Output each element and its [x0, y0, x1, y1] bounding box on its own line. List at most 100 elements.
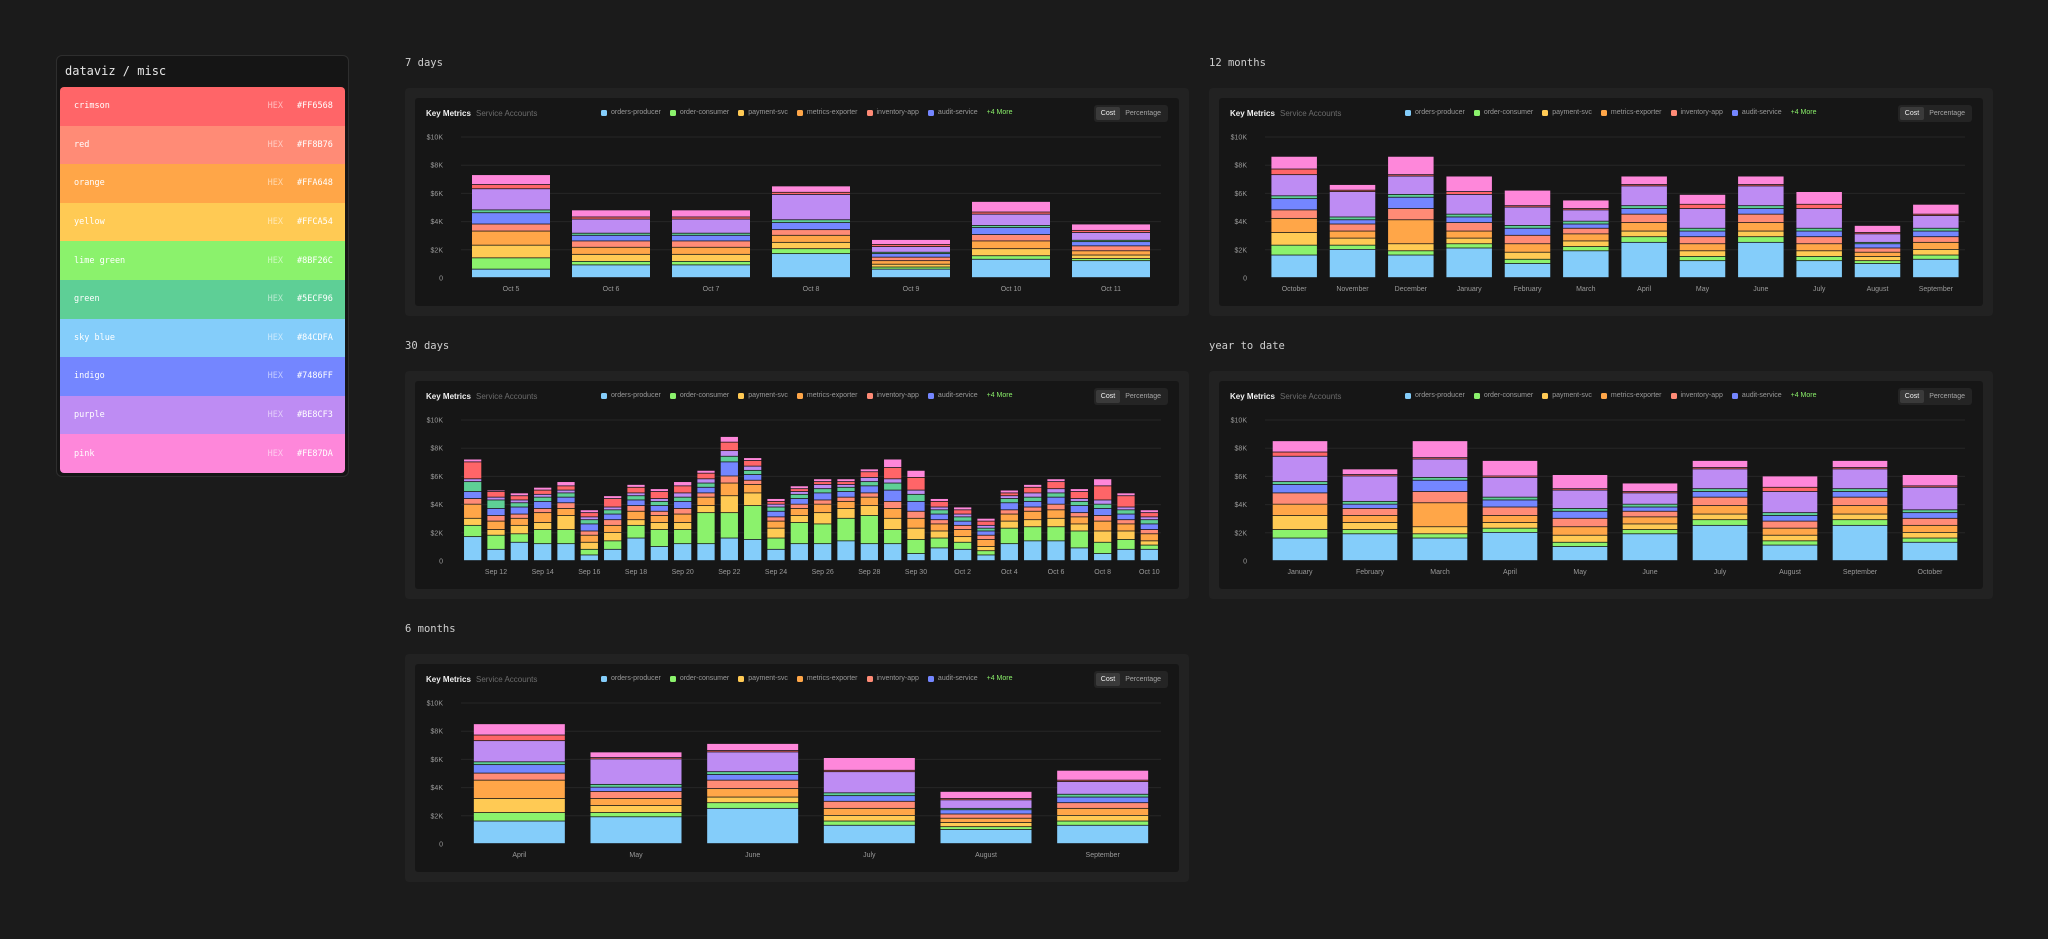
toggle-percentage-button[interactable]: Percentage [1125, 676, 1161, 683]
bar-segment [814, 504, 832, 513]
bar-segment [940, 791, 1032, 799]
legend-more-link[interactable]: +4 More [986, 109, 1013, 116]
bar-segment [1117, 520, 1135, 524]
bar-segment [823, 821, 915, 825]
toggle-percentage-button[interactable]: Percentage [1125, 393, 1161, 400]
legend-swatch [1670, 392, 1677, 399]
bar-segment [860, 497, 878, 506]
bar-segment [464, 498, 482, 504]
swatch-hex-label: HEX [267, 178, 283, 189]
bar-segment [1622, 493, 1678, 504]
legend-label: audit-service [937, 392, 978, 399]
legend-more-link[interactable]: +4 More [986, 392, 1013, 399]
bar-segment [872, 269, 950, 278]
x-tick-label: Oct 9 [903, 286, 920, 293]
bar-segment [487, 535, 505, 549]
bar-segment [837, 482, 855, 485]
bar-segment [487, 529, 505, 535]
bar-segment [744, 539, 762, 561]
toggle-cost-button[interactable]: Cost [1899, 390, 1925, 403]
toggle-percentage-button[interactable]: Percentage [1929, 110, 1965, 117]
bar-segment [930, 531, 948, 538]
swatch-hex-value: #5ECF96 [297, 294, 333, 305]
legend-item: orders-producer [601, 675, 661, 682]
legend-more-link[interactable]: +4 More [986, 675, 1013, 682]
bar-segment [720, 436, 738, 442]
toggle-cost-button[interactable]: Cost [1095, 107, 1121, 120]
bar-segment [1272, 441, 1328, 452]
bar-segment [1140, 524, 1158, 530]
bar-segment [1446, 217, 1492, 223]
bar-segment [1679, 237, 1726, 244]
bar-segment [1504, 252, 1551, 259]
bar-segment [464, 459, 482, 462]
bar-segment [1024, 484, 1042, 487]
legend-item: audit-service [1731, 392, 1782, 399]
legend-item: order-consumer [669, 392, 729, 399]
bar-segment [1271, 218, 1317, 233]
bar-segment [580, 517, 598, 520]
bar-segment [1482, 515, 1538, 523]
legend-more-link[interactable]: +4 More [1790, 392, 1817, 399]
bar-segment [744, 506, 762, 540]
bar-segment [1272, 515, 1328, 530]
bar-segment [1412, 527, 1468, 534]
bar-segment [767, 507, 785, 511]
bar-segment [940, 818, 1032, 823]
toggle-percentage-button[interactable]: Percentage [1929, 393, 1965, 400]
bar-segment [1622, 483, 1678, 492]
bar-segment [1272, 493, 1328, 504]
bar-segment [1446, 231, 1492, 238]
toggle-percentage-button[interactable]: Percentage [1125, 110, 1161, 117]
chart-legend: orders-producer order-consumer payment-svc… [1405, 109, 1816, 116]
bar-segment [627, 506, 645, 511]
bar-segment [1913, 215, 1959, 228]
y-tick-label: $10K [1231, 135, 1248, 142]
bar-segment [1762, 545, 1818, 561]
toggle-cost-button[interactable]: Cost [1899, 107, 1925, 120]
bar-segment [627, 500, 645, 506]
bar-segment [1388, 175, 1434, 176]
legend-label: payment-svc [1552, 392, 1592, 399]
y-tick-label: $8K [431, 446, 444, 453]
bar-segment [907, 490, 925, 494]
bar-segment [487, 508, 505, 516]
bar-segment [572, 217, 650, 219]
bar-segment [1621, 208, 1667, 214]
bar-segment [510, 525, 528, 534]
bar-segment [1070, 498, 1088, 501]
bar-segment [510, 518, 528, 525]
bar-segment [790, 498, 808, 504]
bar-segment [510, 500, 528, 503]
bar-segment [1388, 208, 1434, 220]
bar-segment [972, 227, 1050, 235]
legend-label: orders-producer [1415, 109, 1465, 116]
bar-segment [1913, 214, 1959, 216]
bar-segment [767, 501, 785, 504]
bar-segment [473, 798, 565, 813]
bar-segment [860, 515, 878, 544]
bar-segment [823, 825, 915, 844]
chart-subtitle: Service Accounts [1280, 109, 1342, 118]
bar-segment [590, 759, 682, 784]
toggle-cost-button[interactable]: Cost [1095, 673, 1121, 686]
bar-segment [1796, 237, 1842, 244]
legend-swatch [1473, 392, 1480, 399]
bar-segment [604, 525, 622, 532]
swatch-name: yellow [74, 217, 105, 228]
bar-segment [1446, 238, 1492, 244]
legend-swatch [796, 109, 803, 116]
bar-segment [790, 494, 808, 499]
y-tick-label: 0 [439, 559, 443, 566]
bar-segment [860, 506, 878, 516]
legend-more-link[interactable]: +4 More [1790, 109, 1817, 116]
bar-segment [907, 518, 925, 528]
bar-segment [1024, 501, 1042, 507]
bar-segment [590, 798, 682, 806]
bar-segment [1329, 245, 1376, 249]
bar-segment [1329, 238, 1376, 245]
toggle-cost-button[interactable]: Cost [1095, 390, 1121, 403]
bar-segment [1140, 529, 1158, 534]
bar-segment [1271, 169, 1317, 175]
legend-label: inventory-app [1680, 109, 1723, 116]
